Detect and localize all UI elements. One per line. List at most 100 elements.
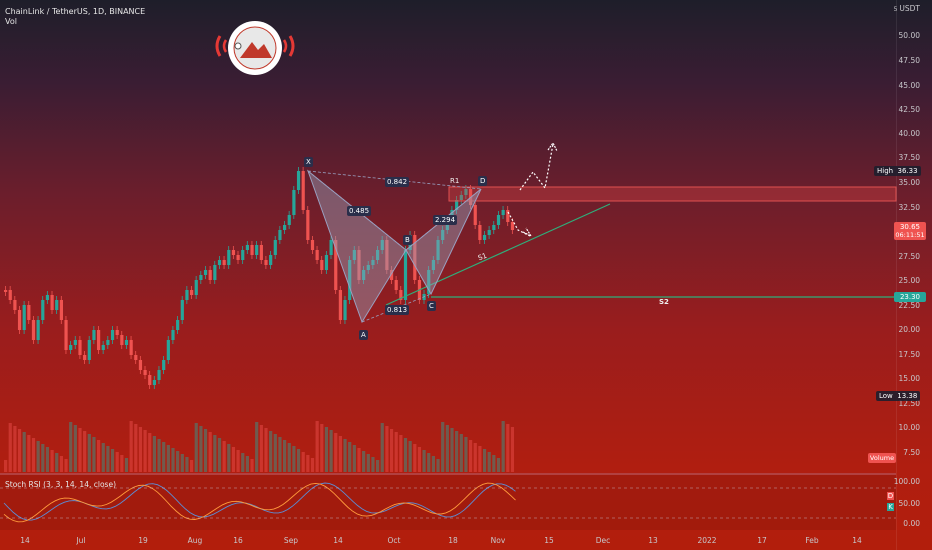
volume-bar [441, 422, 445, 472]
time-tick: 19 [138, 536, 148, 545]
volume-bar [352, 445, 356, 472]
time-tick: 14 [333, 536, 343, 545]
price-tick: 27.50 [898, 252, 920, 261]
candle [129, 340, 133, 355]
candle [241, 250, 245, 260]
volume-bar [110, 449, 115, 472]
volume-bar [148, 433, 152, 472]
candle [501, 210, 505, 215]
candle [73, 340, 77, 345]
volume-bar [134, 424, 138, 472]
ratio-bd-label: 2.294 [433, 215, 458, 225]
candle [287, 215, 291, 225]
volume-indicator-label[interactable]: Vol [5, 17, 17, 26]
candle [176, 320, 180, 330]
volume-bar [231, 447, 236, 472]
stoch-rsi-label[interactable]: Stoch RSI (3, 3, 14, 14, close) [5, 480, 116, 489]
volume-bar [83, 431, 87, 472]
symbol-title[interactable]: ChainLink / TetherUS, 1D, BINANCE [5, 7, 146, 16]
candle [478, 225, 482, 240]
volume-bar [427, 453, 431, 472]
candle [320, 260, 324, 270]
price-tick: 50.00 [898, 31, 920, 40]
volume-bar [78, 428, 82, 472]
time-tick: Oct [387, 536, 401, 545]
candle [138, 360, 143, 370]
candle [152, 380, 156, 385]
volume-bar [510, 427, 515, 472]
time-tick: 2022 [697, 536, 717, 545]
volume-bar [213, 435, 217, 472]
resistance-zone[interactable] [448, 186, 897, 202]
volume-bar [348, 442, 352, 472]
volume-bar [176, 451, 180, 472]
volume-bar [469, 440, 473, 472]
time-tick: Jul [76, 536, 86, 545]
volume-bar [287, 443, 291, 472]
candle [357, 250, 361, 280]
rsi-k-tag: K [887, 503, 894, 511]
candle [59, 300, 63, 320]
candle [199, 275, 203, 280]
candle [217, 260, 222, 265]
time-tick: Aug [187, 536, 203, 545]
candle [510, 222, 515, 230]
volume-bar [31, 438, 36, 472]
volume-bar [408, 441, 412, 472]
volume-bar [143, 430, 147, 472]
price-tick: 17.50 [898, 350, 920, 359]
candle [180, 300, 184, 320]
volume-bar [269, 431, 273, 472]
candle [110, 330, 115, 340]
candle [376, 250, 380, 260]
volume-bar [55, 453, 59, 472]
volume-bar [22, 432, 26, 472]
candle [403, 250, 408, 300]
point-x-label: X [304, 157, 313, 167]
point-b-label: B [403, 235, 412, 245]
volume-bar [306, 455, 310, 472]
price-tick: 42.50 [898, 105, 920, 114]
candle [190, 290, 194, 295]
time-tick: Dec [595, 536, 611, 545]
volume-bar [310, 458, 315, 472]
volume-bar [97, 440, 101, 472]
volume-bar [343, 439, 347, 472]
candle [310, 240, 315, 250]
volume-bar [380, 423, 384, 472]
volume-bar [301, 452, 305, 472]
volume-bar [431, 456, 435, 472]
candle [13, 300, 17, 310]
price-tick: 22.50 [898, 301, 920, 310]
candle [245, 245, 249, 250]
candle [231, 250, 236, 255]
volume-bar [190, 460, 194, 472]
volume-bar [473, 443, 477, 472]
candle [115, 330, 119, 335]
candle [389, 270, 394, 280]
candle [194, 280, 198, 295]
volume-bar [217, 438, 222, 472]
candle [157, 370, 161, 380]
ratio-xd-label: 0.842 [385, 177, 410, 187]
rsi-panel-divider[interactable] [0, 473, 896, 475]
candle [487, 230, 491, 235]
s1-trendline[interactable] [385, 203, 611, 306]
candle [255, 245, 259, 255]
candle [394, 280, 398, 290]
candle [17, 310, 22, 330]
time-tick: 17 [757, 536, 767, 545]
candle [4, 290, 8, 292]
candle [445, 220, 449, 230]
candle [366, 265, 370, 270]
volume-bar [422, 450, 426, 472]
volume-bar [27, 435, 31, 472]
rsi-tick-50: 50.00 [898, 499, 920, 508]
last-price-tag: 30.65 06:11:51 [894, 222, 926, 240]
volume-bar [357, 448, 361, 472]
candle [120, 335, 124, 345]
candle [441, 230, 445, 240]
volume-bar [450, 428, 454, 472]
